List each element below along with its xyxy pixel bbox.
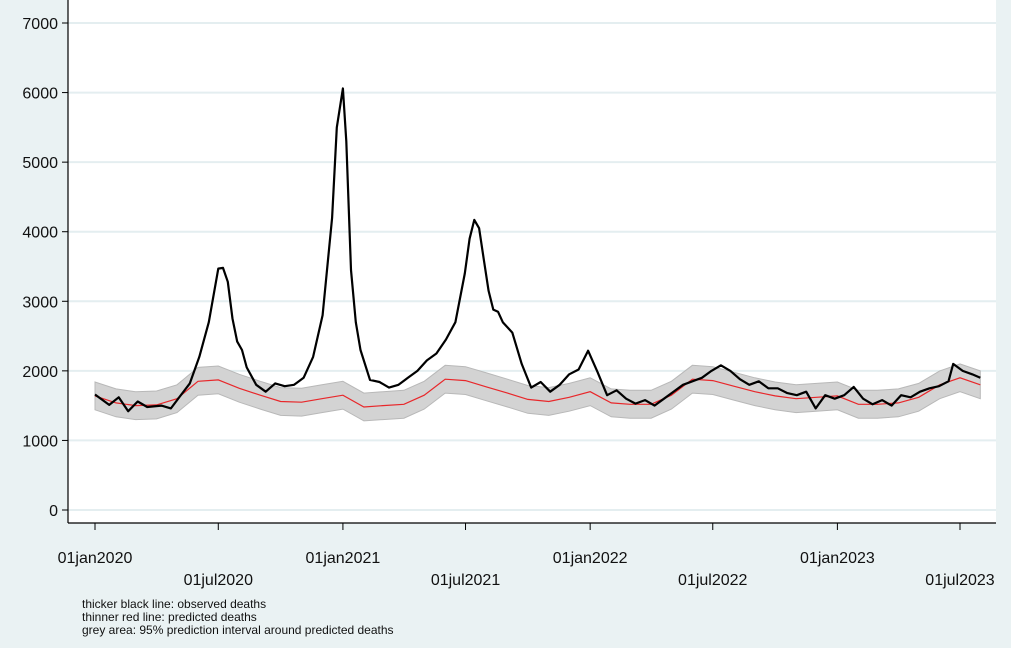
x-tick-label: 01jul2020 bbox=[184, 572, 254, 589]
observed-deaths-line bbox=[94, 87, 981, 413]
note-observed: thicker black line: observed deaths bbox=[82, 597, 266, 611]
note-band: grey area: 95% prediction interval aroun… bbox=[82, 623, 394, 637]
x-tick-label: 01jul2021 bbox=[431, 572, 501, 589]
x-axis: 01jan2020 01jul2020 01jan2021 01jul2021 01ja… bbox=[58, 523, 995, 589]
y-tick-label: 1000 bbox=[22, 433, 58, 450]
plot-area bbox=[68, 0, 996, 523]
y-tick-label: 4000 bbox=[22, 225, 58, 242]
x-tick-label: 01jan2022 bbox=[553, 550, 628, 567]
y-tick-label: 5000 bbox=[22, 155, 58, 172]
y-tick-label: 6000 bbox=[22, 86, 58, 103]
x-tick-label: 01jan2023 bbox=[800, 550, 875, 567]
y-tick-label: 3000 bbox=[22, 294, 58, 311]
x-tick-label: 01jan2021 bbox=[306, 550, 381, 567]
y-tick-label: 2000 bbox=[22, 364, 58, 381]
x-tick-label: 01jul2022 bbox=[678, 572, 748, 589]
x-tick-label: 01jul2023 bbox=[925, 572, 995, 589]
y-tick-label: 0 bbox=[49, 503, 58, 520]
x-tick-label: 01jan2020 bbox=[58, 550, 133, 567]
y-tick-label: 7000 bbox=[22, 16, 58, 33]
note-predicted: thinner red line: predicted deaths bbox=[82, 610, 257, 624]
predicted-deaths-line bbox=[94, 377, 981, 408]
prediction-interval-band bbox=[94, 363, 981, 422]
y-axis: 0 1000 2000 3000 4000 5000 6000 7000 bbox=[22, 16, 68, 520]
